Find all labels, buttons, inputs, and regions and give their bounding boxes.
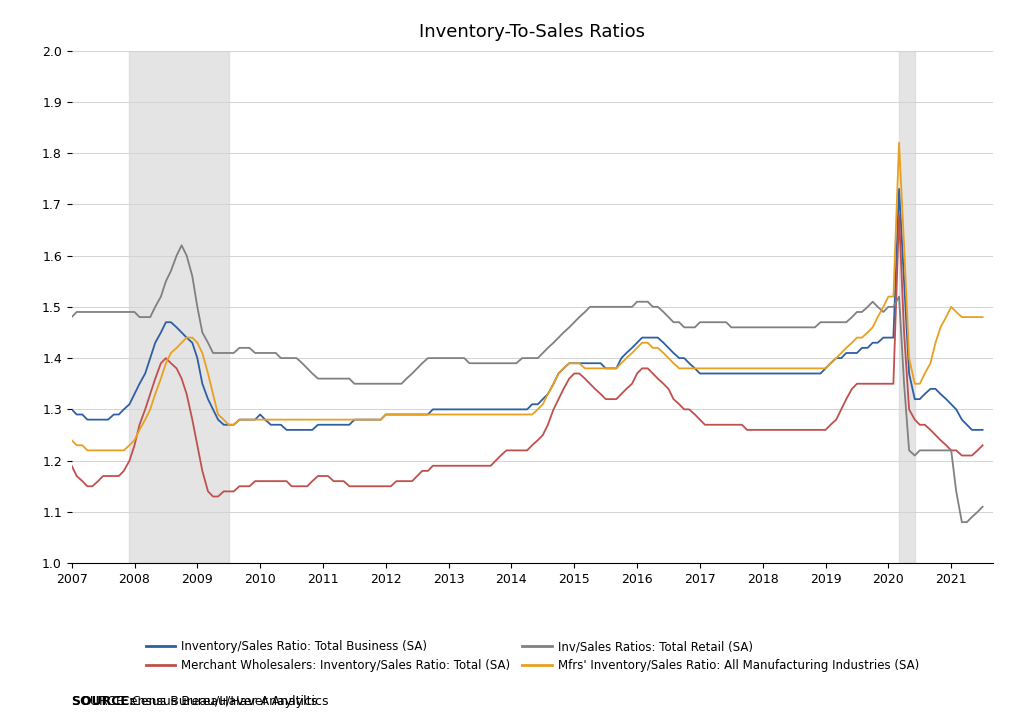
Title: Inventory-To-Sales Ratios: Inventory-To-Sales Ratios — [420, 22, 645, 40]
Text: SOURCE:: SOURCE: — [72, 695, 138, 708]
Text: SOURCE: Census Bureau/Haver Anayltics: SOURCE: Census Bureau/Haver Anayltics — [72, 695, 328, 708]
Text: Census Bureau/Haver Anayltics: Census Bureau/Haver Anayltics — [121, 695, 317, 708]
Legend: Inventory/Sales Ratio: Total Business (SA), Merchant Wholesalers: Inventory/Sale: Inventory/Sales Ratio: Total Business (S… — [141, 635, 924, 677]
Bar — [129, 51, 228, 563]
Bar — [899, 51, 914, 563]
